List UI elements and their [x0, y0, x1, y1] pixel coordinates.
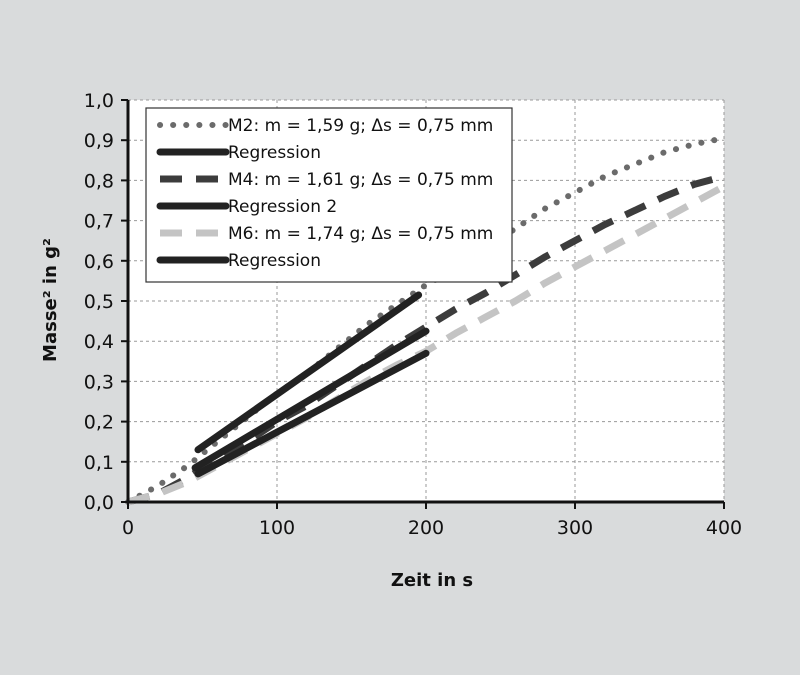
y-tick-label: 0,2: [84, 412, 114, 434]
x-tick-label: 400: [706, 517, 742, 539]
x-tick-label: 0: [122, 517, 134, 539]
axes: [121, 99, 725, 509]
legend-label-5: M6: m = 1,74 g; Δs = 0,75 mm: [228, 224, 493, 244]
y-tick-label: 0,4: [84, 331, 114, 353]
series-line-1: [125, 135, 727, 505]
tick-labels: 0,0 0,1 0,2 0,3 0,4 0,5 0,6 0,7 0,8 0,9 1,0 0 100 200…: [84, 90, 742, 539]
y-tick-label: 0,6: [84, 251, 114, 273]
legend-label-1: M2: m = 1,59 g; Δs = 0,75 mm: [228, 116, 493, 136]
series-layer: [125, 135, 727, 506]
series-line-2: [194, 291, 423, 454]
x-tick-label: 300: [557, 517, 593, 539]
series-line-6: [194, 349, 430, 478]
y-tick-label: 0,3: [84, 371, 114, 393]
legend-box: [145, 107, 513, 283]
y-tick-label: 0,7: [84, 211, 114, 233]
x-tick-label: 100: [259, 517, 295, 539]
legend-label-3: M4: m = 1,61 g; Δs = 0,75 mm: [228, 170, 493, 190]
legend: M2: m = 1,59 g; Δs = 0,75 mm Regression M4…: [145, 107, 513, 283]
y-axis-label: Masse² in g²: [40, 238, 61, 362]
x-tick-label: 200: [408, 517, 444, 539]
legend-label-2: Regression: [228, 143, 321, 163]
legend-label-6: Regression: [228, 251, 321, 271]
y-tick-label: 0,1: [84, 452, 114, 474]
y-tick-label: 0,9: [84, 130, 114, 152]
y-tick-label: 0,8: [84, 170, 114, 192]
y-tick-label: 0,5: [84, 291, 114, 313]
series-line-4: [191, 327, 430, 472]
y-tick-label: 0,0: [84, 492, 114, 514]
x-axis-label: Zeit in s: [391, 570, 473, 591]
legend-label-4: Regression 2: [228, 197, 337, 217]
y-tick-label: 1,0: [84, 90, 114, 112]
